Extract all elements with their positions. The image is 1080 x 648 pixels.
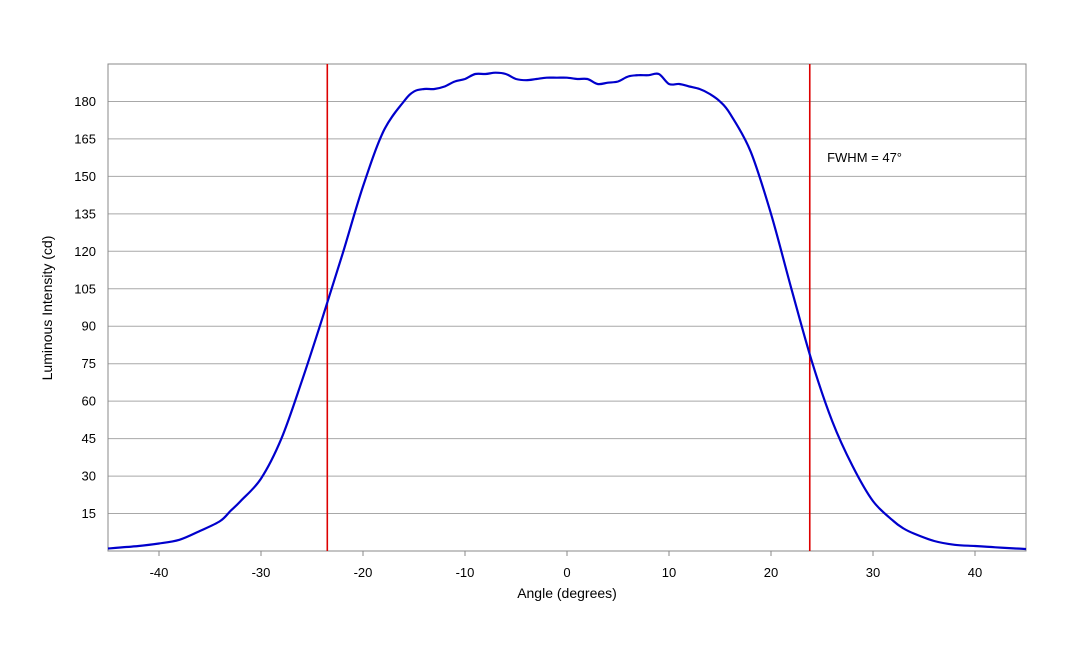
y-axis-title: Luminous Intensity (cd) [39, 236, 55, 381]
x-axis-ticks: -40 -30 -20 -10 0 10 20 30 40 [150, 551, 982, 580]
series-lines [107, 71, 1027, 551]
y-tick-label: 45 [82, 431, 96, 446]
y-tick-label: 15 [82, 506, 96, 521]
y-tick-label: 150 [74, 169, 96, 184]
y-tick-label: 60 [82, 394, 96, 409]
y-tick-label: 75 [82, 356, 96, 371]
y-tick-label: 105 [74, 281, 96, 296]
y-tick-label: 120 [74, 244, 96, 259]
series-line [107, 71, 1027, 551]
y-tick-label: 135 [74, 206, 96, 221]
x-tick-label: -10 [456, 565, 475, 580]
y-tick-label: 165 [74, 131, 96, 146]
x-tick-label: -20 [354, 565, 373, 580]
x-tick-label: 0 [563, 565, 570, 580]
x-tick-label: 10 [662, 565, 676, 580]
gridlines [108, 100, 1026, 515]
fwhm-annotation: FWHM = 47° [827, 150, 902, 165]
y-tick-label: 30 [82, 469, 96, 484]
x-tick-label: -40 [150, 565, 169, 580]
plot-area-frame [107, 63, 1027, 552]
x-tick-label: -30 [252, 565, 271, 580]
y-tick-label: 90 [82, 319, 96, 334]
fwhm-markers [326, 64, 811, 551]
x-tick-label: 40 [968, 565, 982, 580]
x-axis-title: Angle (degrees) [517, 585, 617, 601]
y-tick-label: 180 [74, 94, 96, 109]
y-axis-ticks: 15 30 45 60 75 90 105 120 135 150 165 180 [74, 94, 96, 521]
x-tick-label: 20 [764, 565, 778, 580]
x-tick-label: 30 [866, 565, 880, 580]
